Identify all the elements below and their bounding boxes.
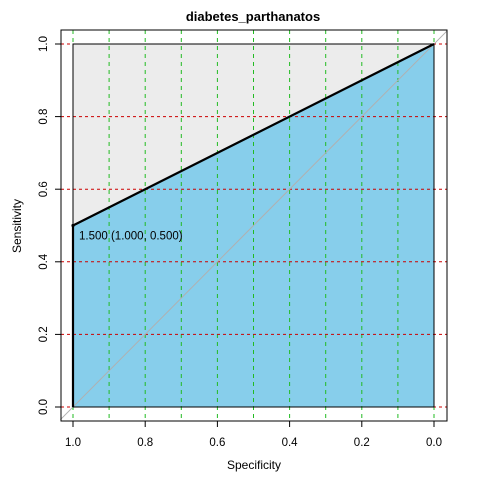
x-tick-label-4: 0.2 (354, 437, 370, 449)
y-tick-label-5: 1.0 (38, 36, 50, 52)
diagonal-reference-line (60, 30, 447, 421)
x-axis-label: Specificity (227, 458, 281, 472)
plot-area: 1.500 (1.000, 0.500) (60, 30, 447, 421)
y-tick-label-3: 0.6 (38, 181, 50, 197)
x-tick-label-2: 0.6 (209, 437, 225, 449)
axes: 1.0 0.8 0.6 0.4 0.2 0.0 0.0 0.2 0.4 0.6 0.8 1.0 (38, 29, 448, 449)
y-tick-label-4: 0.8 (38, 109, 50, 125)
y-tick-label-2: 0.4 (38, 253, 50, 270)
upper-region (73, 44, 434, 407)
y-axis-label: Sensitivity (10, 199, 24, 253)
chart-title: diabetes_parthanatos (186, 9, 320, 24)
x-tick-label-3: 0.4 (282, 437, 299, 449)
x-tick-label-5: 0.0 (426, 437, 442, 449)
y-tick-label-1: 0.2 (38, 326, 50, 342)
y-tick-label-0: 0.0 (38, 399, 50, 415)
x-tick-label-0: 1.0 (65, 437, 81, 449)
x-tick-label-1: 0.8 (137, 437, 153, 449)
threshold-point (71, 223, 75, 228)
threshold-annotation: 1.500 (1.000, 0.500) (79, 231, 183, 243)
